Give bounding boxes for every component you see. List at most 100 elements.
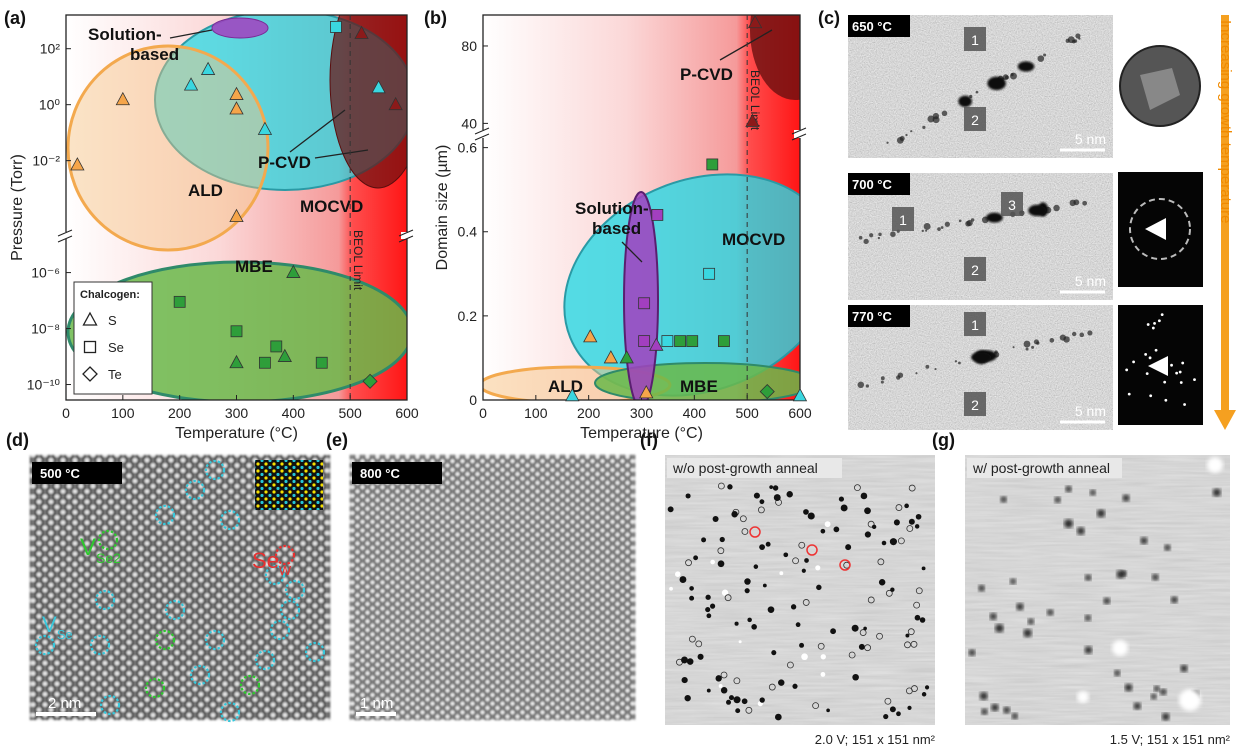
spot bbox=[1153, 321, 1156, 325]
region-box bbox=[964, 27, 986, 51]
defect-dot bbox=[1000, 496, 1007, 503]
defect-ring bbox=[867, 596, 875, 604]
defect-main: Se bbox=[252, 548, 279, 573]
temp-label: 650 °C bbox=[852, 19, 893, 34]
bright-spot bbox=[669, 586, 673, 591]
tem-labels: 650 °C 1 2 5 nm 700 °C 1 3 2 5 nm 770 °C 1 2 5 nm bbox=[848, 15, 1106, 424]
marker bbox=[639, 385, 654, 399]
defect-dot bbox=[735, 708, 741, 714]
beol-label: BEOL Limit bbox=[351, 230, 365, 291]
defect-dot bbox=[1077, 527, 1085, 535]
x-tick-label: 100 bbox=[111, 405, 135, 421]
spot bbox=[1175, 371, 1179, 375]
defect-dot bbox=[865, 384, 869, 388]
defect-ring bbox=[154, 629, 176, 651]
defect-dot bbox=[751, 624, 757, 630]
defect-ring bbox=[34, 634, 56, 656]
defect-ring bbox=[189, 664, 211, 686]
defect-ring bbox=[741, 528, 749, 535]
defect-ring bbox=[907, 628, 915, 636]
defect-ring bbox=[812, 702, 820, 710]
spot bbox=[1181, 361, 1185, 365]
defect-dot bbox=[1152, 573, 1159, 581]
decoration bbox=[57, 229, 73, 237]
defect-ring bbox=[910, 640, 918, 648]
defect-dot bbox=[1047, 609, 1054, 616]
defect-dot bbox=[880, 380, 884, 384]
defect-ring bbox=[885, 589, 893, 597]
defect-dot bbox=[731, 511, 738, 518]
defect-ring bbox=[97, 529, 119, 551]
blob bbox=[971, 352, 991, 363]
defect-dot bbox=[705, 594, 711, 600]
marker bbox=[583, 329, 598, 343]
annotation: based bbox=[592, 219, 641, 238]
bright-spot bbox=[710, 559, 715, 565]
x-tick-label: 200 bbox=[577, 405, 601, 421]
defect-dot bbox=[697, 653, 704, 660]
defect-dot bbox=[715, 675, 722, 682]
defect-dot bbox=[958, 361, 961, 365]
bright-spot bbox=[779, 571, 784, 576]
defect-dot bbox=[744, 578, 751, 585]
defect-dot bbox=[728, 695, 735, 701]
marker bbox=[371, 79, 386, 94]
spot bbox=[1183, 403, 1186, 406]
defect-ring bbox=[94, 589, 116, 611]
decoration bbox=[474, 127, 490, 135]
defect-ring bbox=[859, 629, 867, 636]
defect-dot bbox=[1073, 199, 1080, 206]
defect-ring bbox=[717, 482, 725, 490]
defect-ring bbox=[787, 661, 794, 669]
defect-dot bbox=[978, 585, 985, 592]
defect-dot bbox=[910, 130, 913, 133]
defect-dot bbox=[1087, 330, 1093, 336]
defects bbox=[667, 482, 930, 721]
defect-dot bbox=[759, 544, 765, 551]
region-label: 1 bbox=[971, 32, 979, 48]
region-box bbox=[964, 107, 986, 131]
defect-dot bbox=[689, 595, 695, 601]
solution-region bbox=[211, 17, 269, 39]
panel-label: (b) bbox=[424, 8, 447, 28]
defect-ring bbox=[89, 634, 111, 656]
bright-spot bbox=[674, 571, 681, 577]
defect-dot bbox=[799, 642, 805, 648]
annotation: MBE bbox=[235, 257, 273, 276]
defect-dot bbox=[995, 623, 1004, 633]
annotation: MOCVD bbox=[722, 230, 785, 249]
caption: 2.0 V; 151 x 151 nm² bbox=[815, 732, 936, 747]
defect-ring bbox=[745, 706, 753, 714]
defect-dot bbox=[919, 617, 926, 623]
defect-dot bbox=[944, 221, 950, 227]
defect-dot bbox=[1031, 345, 1035, 349]
spot bbox=[1125, 368, 1129, 372]
marker bbox=[200, 61, 216, 75]
defect-dot bbox=[877, 236, 880, 240]
annotation: MOCVD bbox=[300, 197, 363, 216]
defect-dot bbox=[908, 518, 915, 525]
pcvd-region bbox=[329, 15, 407, 189]
defect-dot bbox=[889, 538, 897, 546]
panel-label: (a) bbox=[4, 8, 26, 28]
defect-dot bbox=[790, 604, 797, 610]
y-tick-label: 0.6 bbox=[458, 140, 478, 156]
arrow bbox=[719, 29, 773, 61]
bright-spot bbox=[815, 565, 821, 571]
marker bbox=[649, 337, 664, 351]
decoration bbox=[1148, 356, 1168, 376]
pcvd-region bbox=[750, 15, 800, 100]
annotation: based bbox=[130, 45, 179, 64]
tem-image bbox=[848, 15, 1113, 430]
spot bbox=[1144, 352, 1148, 356]
defect-dot bbox=[1016, 603, 1024, 611]
highlight-ring bbox=[806, 544, 818, 556]
defect-dot bbox=[989, 613, 997, 620]
defect-dot bbox=[968, 649, 976, 656]
defect-dot bbox=[924, 685, 930, 690]
blob bbox=[1028, 204, 1046, 217]
panel-label: (f) bbox=[640, 430, 658, 450]
defect-dot bbox=[1071, 331, 1077, 337]
defect-dot bbox=[937, 227, 941, 231]
defect-label: VSe bbox=[42, 612, 73, 642]
